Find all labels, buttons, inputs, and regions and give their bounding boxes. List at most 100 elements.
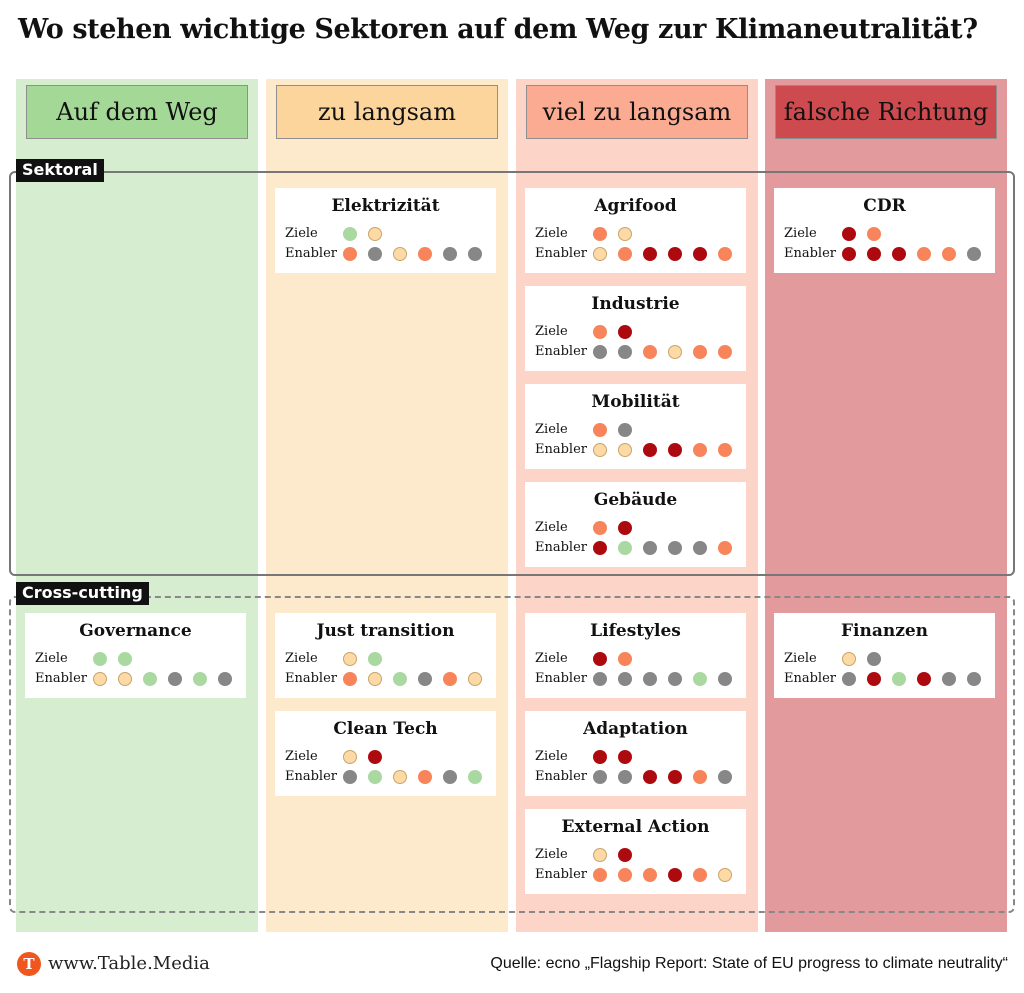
column-header: zu langsam [276,85,498,139]
card-title: Elektrizität [331,196,440,216]
status-dot-grey [643,671,657,686]
ziele-row: Ziele [535,226,643,241]
status-dot-orange [618,651,632,666]
status-dot-orange [643,344,657,359]
status-dot-orange [693,867,707,882]
status-dot-orange [643,867,657,882]
status-dot-orange [693,769,707,784]
status-dot-green [393,671,407,686]
status-dot-grey [967,671,981,686]
enabler-label: Enabler [35,671,87,686]
ziele-label: Ziele [535,226,568,241]
status-dot-light-orange [468,671,482,686]
status-dot-orange [418,246,432,261]
status-dot-orange [718,442,732,457]
ziele-row: Ziele [535,651,643,666]
status-dot-grey [842,671,856,686]
status-dot-orange [693,344,707,359]
column-header: falsche Richtung [775,85,997,139]
status-dot-dark-red [668,442,682,457]
status-dot-grey [718,671,732,686]
ziele-label: Ziele [535,324,568,339]
status-dot-grey [618,344,632,359]
enabler-label: Enabler [535,671,587,686]
enabler-row: Enabler [535,344,743,359]
status-dot-dark-red [842,226,856,241]
status-dot-light-orange [593,246,607,261]
status-dot-green [343,226,357,241]
status-dot-dark-red [593,749,607,764]
status-dot-light-orange [618,442,632,457]
card-title: Just transition [316,621,455,641]
ziele-label: Ziele [535,651,568,666]
card-title: Adaptation [583,719,688,739]
status-dot-dark-red [867,246,881,261]
status-dot-orange [593,867,607,882]
status-dot-grey [693,540,707,555]
card-industrie: Industrie Ziele Enabler [525,286,746,371]
ziele-row: Ziele [784,226,892,241]
enabler-row: Enabler [784,671,992,686]
ziele-row: Ziele [535,422,643,437]
status-dot-grey [942,671,956,686]
status-dot-light-orange [618,226,632,241]
status-dot-light-orange [343,749,357,764]
status-dot-dark-red [867,671,881,686]
status-dot-grey [593,769,607,784]
status-dot-dark-red [668,769,682,784]
enabler-row: Enabler [535,867,743,882]
status-dot-dark-red [643,769,657,784]
card-title: External Action [561,817,710,837]
status-dot-dark-red [917,671,931,686]
card-governance: Governance Ziele Enabler [25,613,246,698]
card-agrifood: Agrifood Ziele Enabler [525,188,746,273]
enabler-label: Enabler [784,671,836,686]
status-dot-dark-red [668,867,682,882]
enabler-row: Enabler [285,769,493,784]
status-dot-orange [593,422,607,437]
status-dot-green [118,651,132,666]
status-dot-green [193,671,207,686]
card-title: Gebäude [593,490,678,510]
status-dot-orange [718,344,732,359]
enabler-row: Enabler [535,246,743,261]
ziele-label: Ziele [784,651,817,666]
card-clean-tech: Clean Tech Ziele Enabler [275,711,496,796]
status-dot-dark-red [842,246,856,261]
status-dot-orange [693,442,707,457]
status-dot-dark-red [668,246,682,261]
status-dot-dark-red [892,246,906,261]
page-title: Wo stehen wichtige Sektoren auf dem Weg … [18,14,978,45]
enabler-row: Enabler [535,769,743,784]
status-dot-orange [343,246,357,261]
enabler-label: Enabler [535,540,587,555]
status-dot-grey [967,246,981,261]
ziele-row: Ziele [285,226,393,241]
status-dot-light-orange [842,651,856,666]
status-dot-green [368,651,382,666]
ziele-row: Ziele [535,520,643,535]
ziele-label: Ziele [285,226,318,241]
column-auf-dem-weg: Auf dem Weg [16,79,258,932]
column-header: Auf dem Weg [26,85,248,139]
status-dot-orange [942,246,956,261]
status-dot-grey [668,671,682,686]
footer-source: Quelle: ecno „Flagship Report: State of … [490,955,1008,972]
status-dot-light-orange [368,226,382,241]
status-dot-grey [168,671,182,686]
status-dot-light-orange [368,671,382,686]
status-dot-dark-red [618,520,632,535]
ziele-row: Ziele [535,324,643,339]
status-dot-light-orange [343,651,357,666]
status-dot-light-orange [93,671,107,686]
enabler-label: Enabler [285,671,337,686]
status-dot-dark-red [593,540,607,555]
status-dot-green [93,651,107,666]
footer-site: www.Table.Media [48,953,210,974]
status-dot-light-orange [393,769,407,784]
enabler-row: Enabler [535,540,743,555]
status-dot-grey [867,651,881,666]
status-dot-orange [343,671,357,686]
ziele-label: Ziele [535,847,568,862]
sectoral-group-label: Sektoral [16,159,104,182]
